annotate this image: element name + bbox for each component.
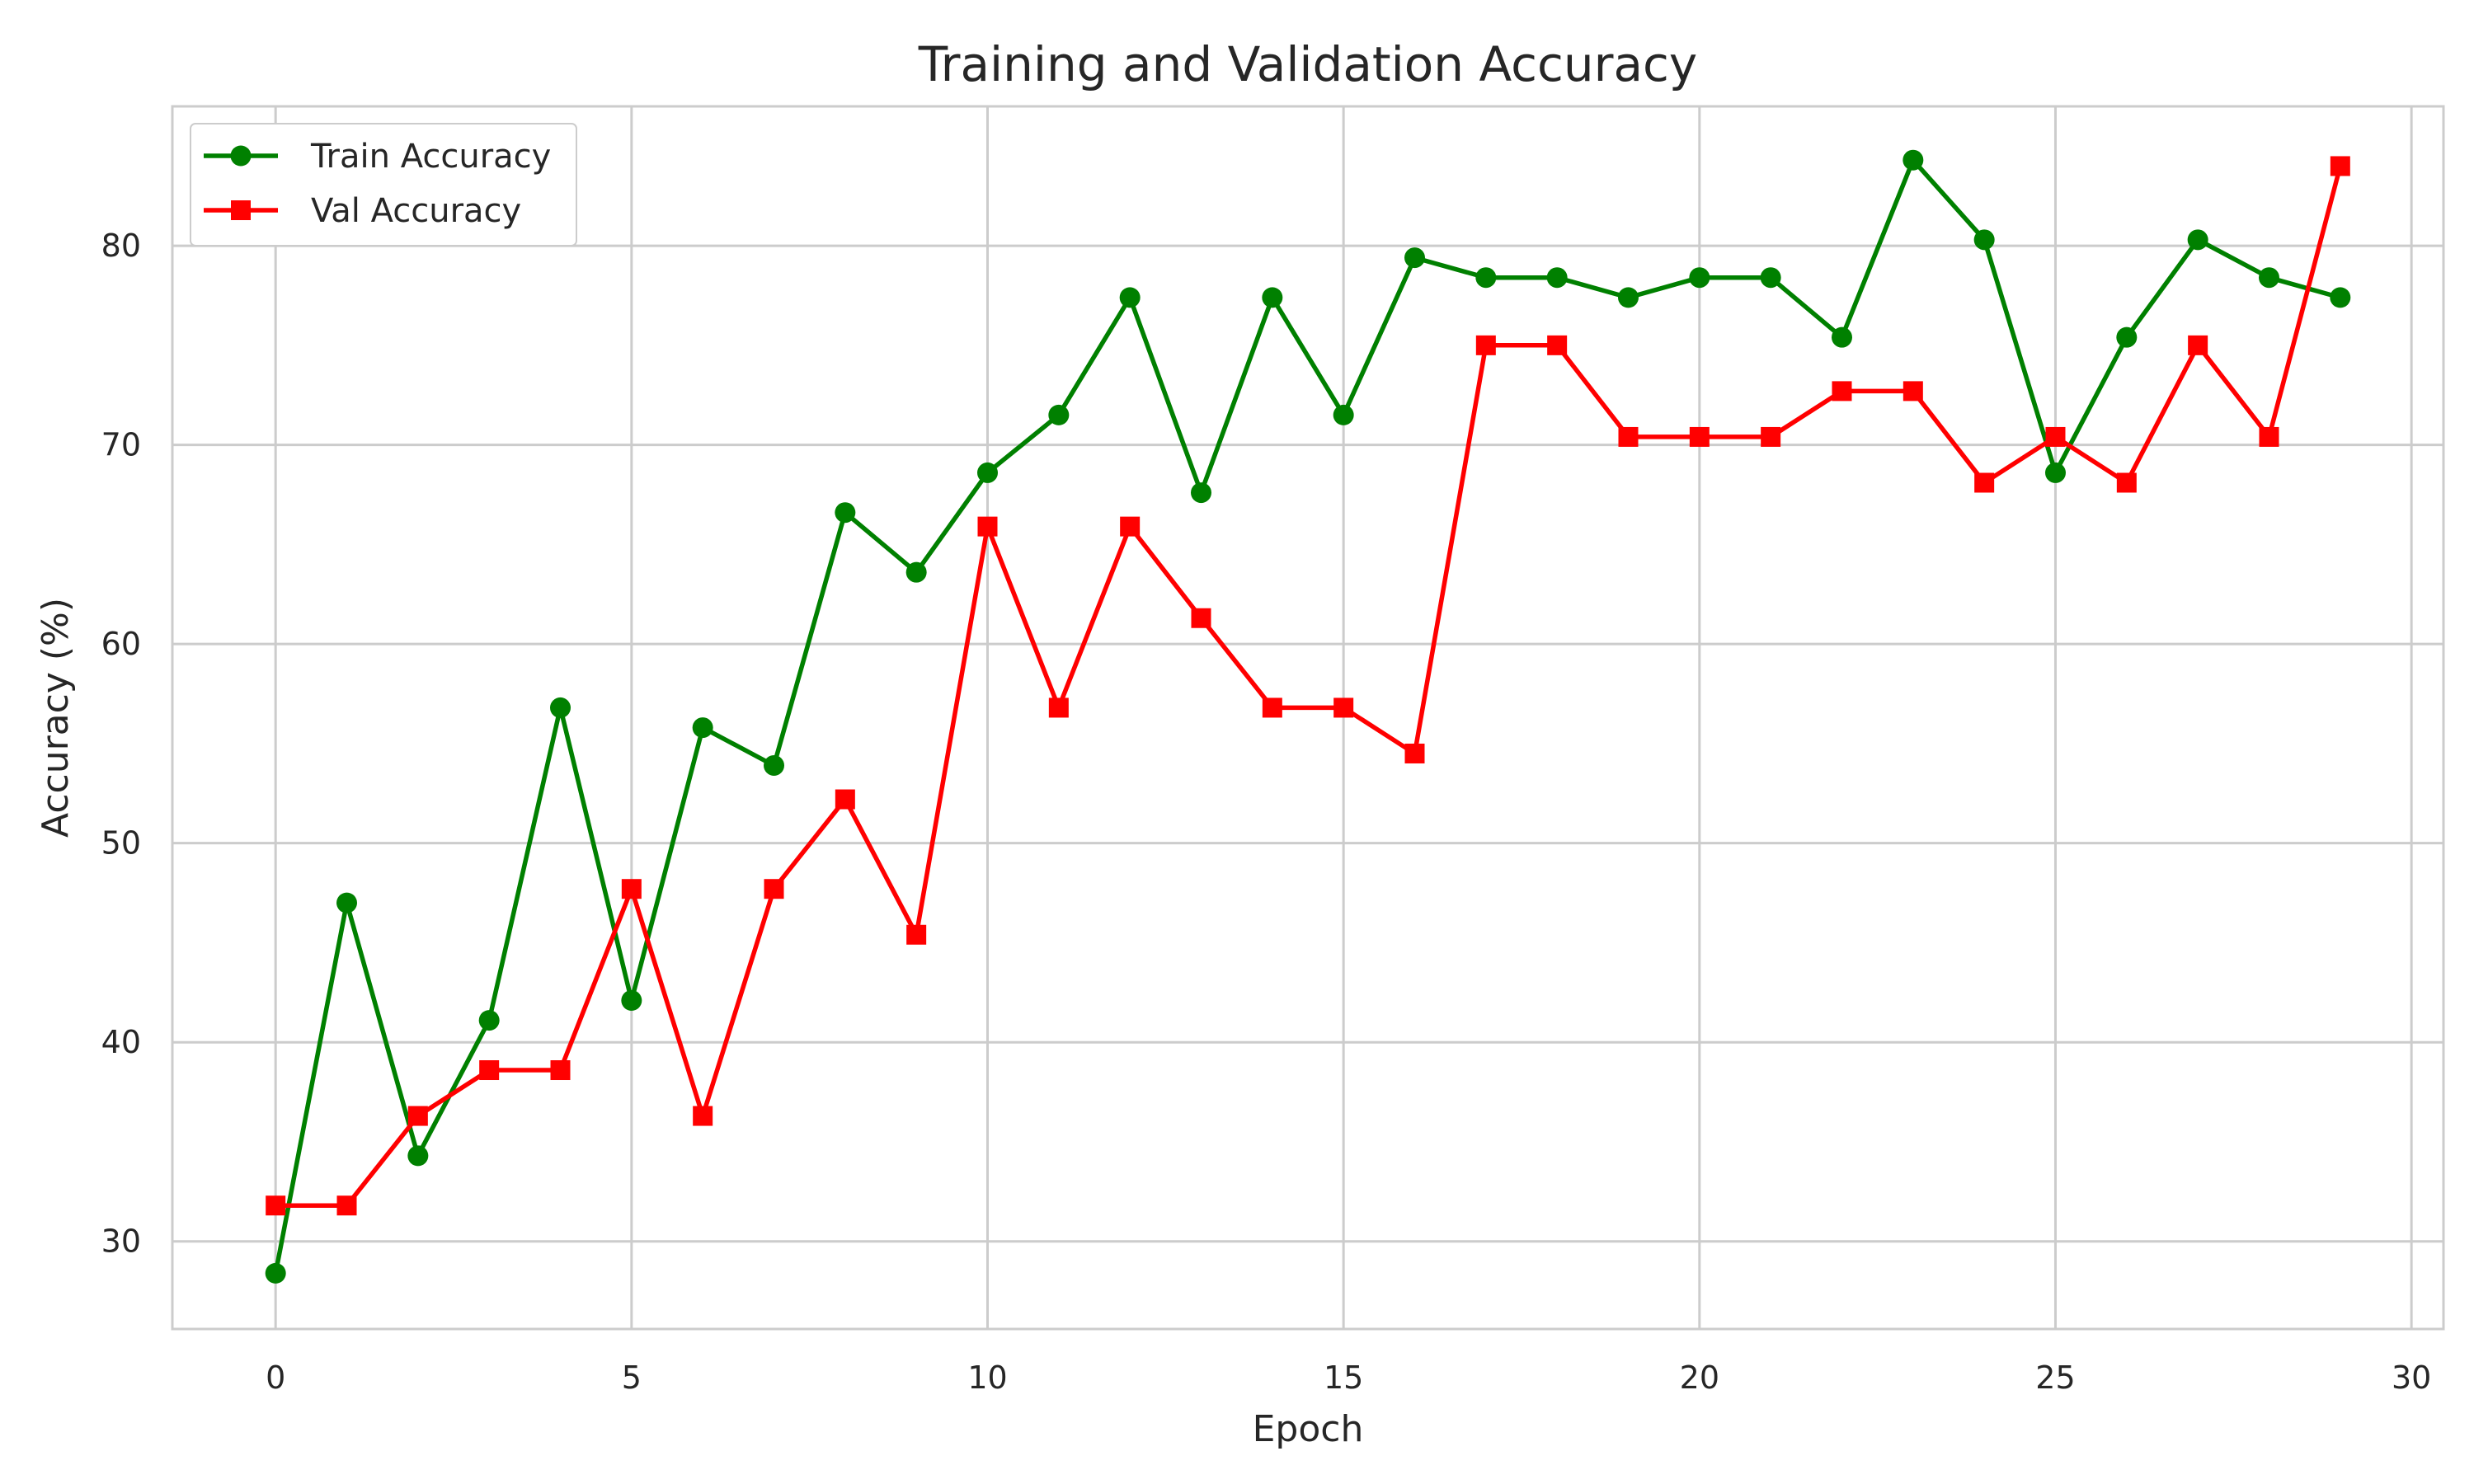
plot-frame: [171, 105, 2445, 1331]
legend-entry: Val Accuracy: [204, 192, 521, 230]
data-point: [1191, 482, 1212, 504]
grid-lines: [172, 106, 2443, 1329]
data-point: [1048, 404, 1070, 425]
data-point: [479, 1060, 500, 1081]
data-point: [1831, 326, 1852, 348]
data-point: [478, 1010, 500, 1031]
data-point: [1903, 149, 1924, 171]
data-point: [906, 924, 927, 945]
series-line: [275, 165, 2343, 1209]
data-point: [1973, 229, 1995, 251]
legend-label: Val Accuracy: [311, 192, 521, 230]
data-point: [2259, 426, 2279, 447]
data-point: [2330, 287, 2351, 308]
data-point: [2188, 335, 2208, 355]
y-axis-ticks: 30 40 50 60 70 80: [101, 228, 141, 1260]
data-point: [1547, 335, 1568, 355]
data-point: [1262, 697, 1282, 718]
data-point: [764, 879, 784, 899]
x-tick-label: 15: [1324, 1360, 1363, 1396]
x-axis-ticks: 0 5 10 15 20 25 30: [266, 1360, 2431, 1396]
data-point: [1546, 267, 1568, 289]
data-point: [2116, 472, 2137, 493]
data-point: [2187, 229, 2208, 251]
data-point: [1617, 287, 1639, 308]
x-tick-label: 10: [967, 1360, 1007, 1396]
data-point: [1333, 404, 1354, 425]
legend-box: [190, 123, 577, 247]
data-point: [1191, 608, 1211, 628]
data-point: [2258, 267, 2279, 289]
x-tick-label: 5: [622, 1360, 642, 1396]
y-tick-label: 40: [101, 1024, 141, 1060]
x-tick-label: 0: [266, 1360, 285, 1396]
data-point: [1333, 697, 1354, 718]
data-point: [1048, 697, 1069, 718]
data-point: [550, 697, 571, 718]
data-point: [265, 1262, 286, 1284]
series-train-accuracy: [265, 149, 2351, 1284]
data-point: [621, 989, 642, 1011]
data-point: [977, 462, 999, 483]
data-point: [1903, 381, 1923, 402]
legend-marker: [230, 145, 252, 167]
data-point: [336, 892, 358, 913]
data-point: [2330, 156, 2350, 176]
y-tick-label: 80: [101, 228, 141, 264]
x-axis-label: Epoch: [1253, 1408, 1364, 1450]
data-point: [621, 879, 642, 899]
x-tick-label: 30: [2392, 1360, 2431, 1396]
y-tick-label: 50: [101, 825, 141, 862]
data-point: [1475, 335, 1496, 355]
data-point: [835, 789, 855, 810]
data-point: [1618, 426, 1639, 447]
data-point: [764, 754, 785, 776]
series-line: [273, 157, 2341, 1274]
y-axis-label: Accuracy (%): [35, 598, 77, 838]
data-point: [1475, 267, 1497, 289]
data-point: [1119, 287, 1141, 308]
data-point: [1262, 287, 1283, 308]
data-point: [1689, 426, 1710, 447]
data-point: [977, 516, 998, 537]
legend-marker: [231, 200, 251, 220]
data-point: [2044, 462, 2066, 483]
data-point: [336, 1195, 357, 1216]
data-point: [693, 1106, 713, 1126]
y-tick-label: 30: [101, 1223, 141, 1260]
data-point: [407, 1145, 429, 1167]
data-point: [2116, 326, 2138, 348]
x-tick-label: 25: [2035, 1360, 2075, 1396]
series-group: [265, 149, 2351, 1284]
x-tick-label: 20: [1680, 1360, 1719, 1396]
data-point: [1689, 267, 1710, 289]
data-point: [1404, 247, 1425, 269]
data-point: [905, 561, 927, 583]
legend: Train Accuracy Val Accuracy: [190, 123, 577, 247]
data-point: [835, 502, 856, 524]
data-point: [1974, 472, 1995, 493]
series-val-accuracy: [266, 156, 2350, 1216]
data-point: [1120, 516, 1141, 537]
data-point: [692, 717, 713, 739]
data-point: [1761, 426, 1781, 447]
y-tick-label: 70: [101, 427, 141, 463]
data-point: [2045, 426, 2066, 447]
data-point: [1404, 743, 1425, 763]
y-tick-label: 60: [101, 626, 141, 662]
data-point: [1760, 267, 1781, 289]
legend-entry: Train Accuracy: [204, 138, 551, 176]
data-point: [1832, 381, 1852, 402]
chart-title: Training and Validation Accuracy: [918, 36, 1697, 92]
legend-label: Train Accuracy: [310, 138, 551, 176]
data-point: [550, 1060, 571, 1081]
data-point: [266, 1195, 286, 1216]
data-point: [407, 1106, 428, 1126]
legend-entries: Train Accuracy Val Accuracy: [204, 138, 551, 230]
